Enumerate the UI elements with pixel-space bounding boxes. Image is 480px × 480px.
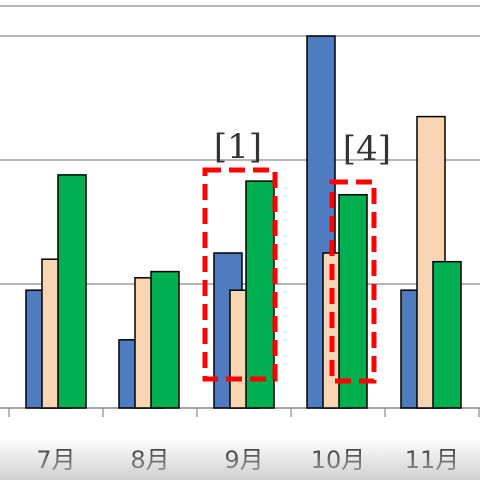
x-tick-label: 9月 <box>224 446 263 474</box>
bar-series3-8月 <box>150 270 180 409</box>
x-tick-label: 7月 <box>36 446 75 474</box>
bar-series3-10月 <box>338 193 368 409</box>
bar-series3-7月 <box>57 174 87 409</box>
x-tick-label: 11月 <box>405 446 460 474</box>
x-tick-label: 10月 <box>311 446 366 474</box>
bar-series3-11月 <box>432 260 462 409</box>
annotation-label: [1] <box>214 127 262 167</box>
bar-series3-9月 <box>245 180 275 409</box>
x-tick-label: 8月 <box>130 446 169 474</box>
annotation-label: [4] <box>343 129 391 169</box>
annotation-box <box>202 167 278 382</box>
